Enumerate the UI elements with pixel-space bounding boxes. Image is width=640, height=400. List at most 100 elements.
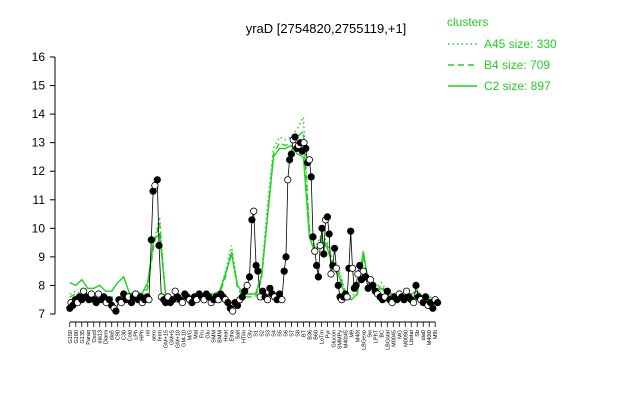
data-point <box>112 307 120 315</box>
x-tick-label: G135 <box>80 330 86 343</box>
data-point <box>356 261 364 270</box>
data-point <box>278 296 286 304</box>
x-tick-label: M40t45 <box>343 330 349 348</box>
x-tick-label: MG <box>397 330 403 339</box>
x-tick-label: S2 <box>259 330 265 337</box>
x-tick-label: C30 <box>122 330 128 340</box>
y-tick-label: 9 <box>38 250 45 264</box>
x-tick-label: Oxctl <box>92 330 98 343</box>
x-tick-label: GM+10 <box>176 330 182 348</box>
y-tick-label: 13 <box>32 136 46 150</box>
x-tick-label: B36 <box>307 330 313 340</box>
data-point <box>334 281 342 289</box>
data-point <box>248 216 256 224</box>
x-tick-label: M0090 <box>403 330 409 347</box>
x-tick-label: Paraq <box>86 330 92 345</box>
x-tick-label: LPhT <box>373 329 379 343</box>
data-point <box>263 296 272 304</box>
data-point <box>433 298 442 307</box>
x-tick-label: LPh <box>134 330 140 340</box>
x-axis: G150 G180 G135 Paraq Oxctl dia13 Diami dia5 C90 C… <box>68 321 439 350</box>
x-tick-label: HPh <box>140 330 146 341</box>
legend-label-series-3: C2 size: 897 <box>484 79 551 93</box>
x-tick-label: B60 <box>313 330 319 340</box>
x-tick-label: Cold <box>128 330 134 341</box>
data-point <box>316 241 324 250</box>
y-tick-label: 10 <box>32 221 46 235</box>
x-tick-label: M40t0 <box>427 330 433 345</box>
y-tick-label: 8 <box>38 278 45 292</box>
legend-label-series-1: A45 size: 330 <box>484 37 557 51</box>
data-point <box>412 281 420 289</box>
x-tick-label: Salt <box>236 330 242 340</box>
data-point <box>280 267 288 275</box>
data-point <box>330 244 339 252</box>
x-tick-label: HTim <box>242 330 248 343</box>
data-point <box>332 264 340 272</box>
x-tick-label: M40t <box>355 330 361 343</box>
data-point <box>282 253 290 261</box>
data-line <box>69 135 438 313</box>
data-point <box>153 176 161 184</box>
x-tick-label: Glucon <box>331 330 337 347</box>
x-tick-label: M0045 <box>391 330 397 347</box>
data-point <box>352 281 360 289</box>
data-point <box>312 261 321 270</box>
data-point <box>383 287 391 295</box>
x-tick-label: Sb <box>415 330 421 337</box>
x-tick-label: Mal <box>194 330 200 339</box>
x-tick-label: S1 <box>253 330 259 337</box>
x-tick-label: dia13 <box>98 330 104 343</box>
data-point <box>409 298 418 307</box>
legend-label-series-2: B4 size: 709 <box>484 58 550 72</box>
data-point <box>343 293 351 301</box>
legend-title: clusters <box>447 15 488 29</box>
data-point <box>348 264 357 272</box>
x-tick-label: Diami <box>104 330 110 344</box>
y-tick-label: 7 <box>38 307 45 321</box>
x-tick-label: Fru <box>200 330 206 338</box>
x-tick-label: GM+5 <box>170 330 176 345</box>
data-point <box>250 207 258 215</box>
data-point <box>307 173 315 181</box>
chart-title: yraD [2754820,2755119,+1] <box>246 21 407 36</box>
y-tick-label: 15 <box>32 79 46 93</box>
x-tick-label: M9 <box>349 330 355 338</box>
data-point <box>311 247 319 255</box>
x-tick-label: Heat <box>224 330 230 342</box>
x-tick-label: S3 <box>265 330 271 337</box>
data-point <box>291 133 299 141</box>
data-point <box>94 290 103 298</box>
x-tick-label: G150 <box>68 330 74 343</box>
x-tick-label: S4 <box>271 330 277 337</box>
x-tick-label: nit <box>146 330 152 336</box>
data-point <box>325 230 333 238</box>
data-point <box>155 241 163 250</box>
data-point <box>287 150 295 158</box>
data-point <box>229 307 237 315</box>
data-point <box>421 293 430 301</box>
data-point <box>245 273 254 281</box>
data-point <box>87 290 96 298</box>
x-tick-label: SMM <box>212 330 218 343</box>
x-tick-label: aero <box>152 330 158 341</box>
x-tick-label: GM-10 <box>182 330 188 347</box>
x-tick-label: M9t <box>433 330 439 340</box>
x-tick-label: BC <box>379 330 385 338</box>
x-tick-label: ferm <box>158 330 164 341</box>
x-tick-label: Sw <box>367 330 373 338</box>
data-point <box>323 213 331 221</box>
x-tick-label: C90 <box>116 330 122 340</box>
x-tick-label: SMMPy <box>337 330 343 350</box>
x-tick-label: S6 <box>283 330 289 337</box>
y-tick-label: 16 <box>32 50 46 64</box>
legend: clusters A45 size: 330 B4 size: 709 C2 s… <box>447 15 557 93</box>
data-point <box>347 227 355 235</box>
data-point <box>314 273 322 281</box>
data-point <box>309 233 317 241</box>
data-point <box>429 304 437 312</box>
x-tick-label: S5 <box>277 330 283 337</box>
data-point <box>178 298 186 307</box>
x-tick-label: S7 <box>289 330 295 337</box>
